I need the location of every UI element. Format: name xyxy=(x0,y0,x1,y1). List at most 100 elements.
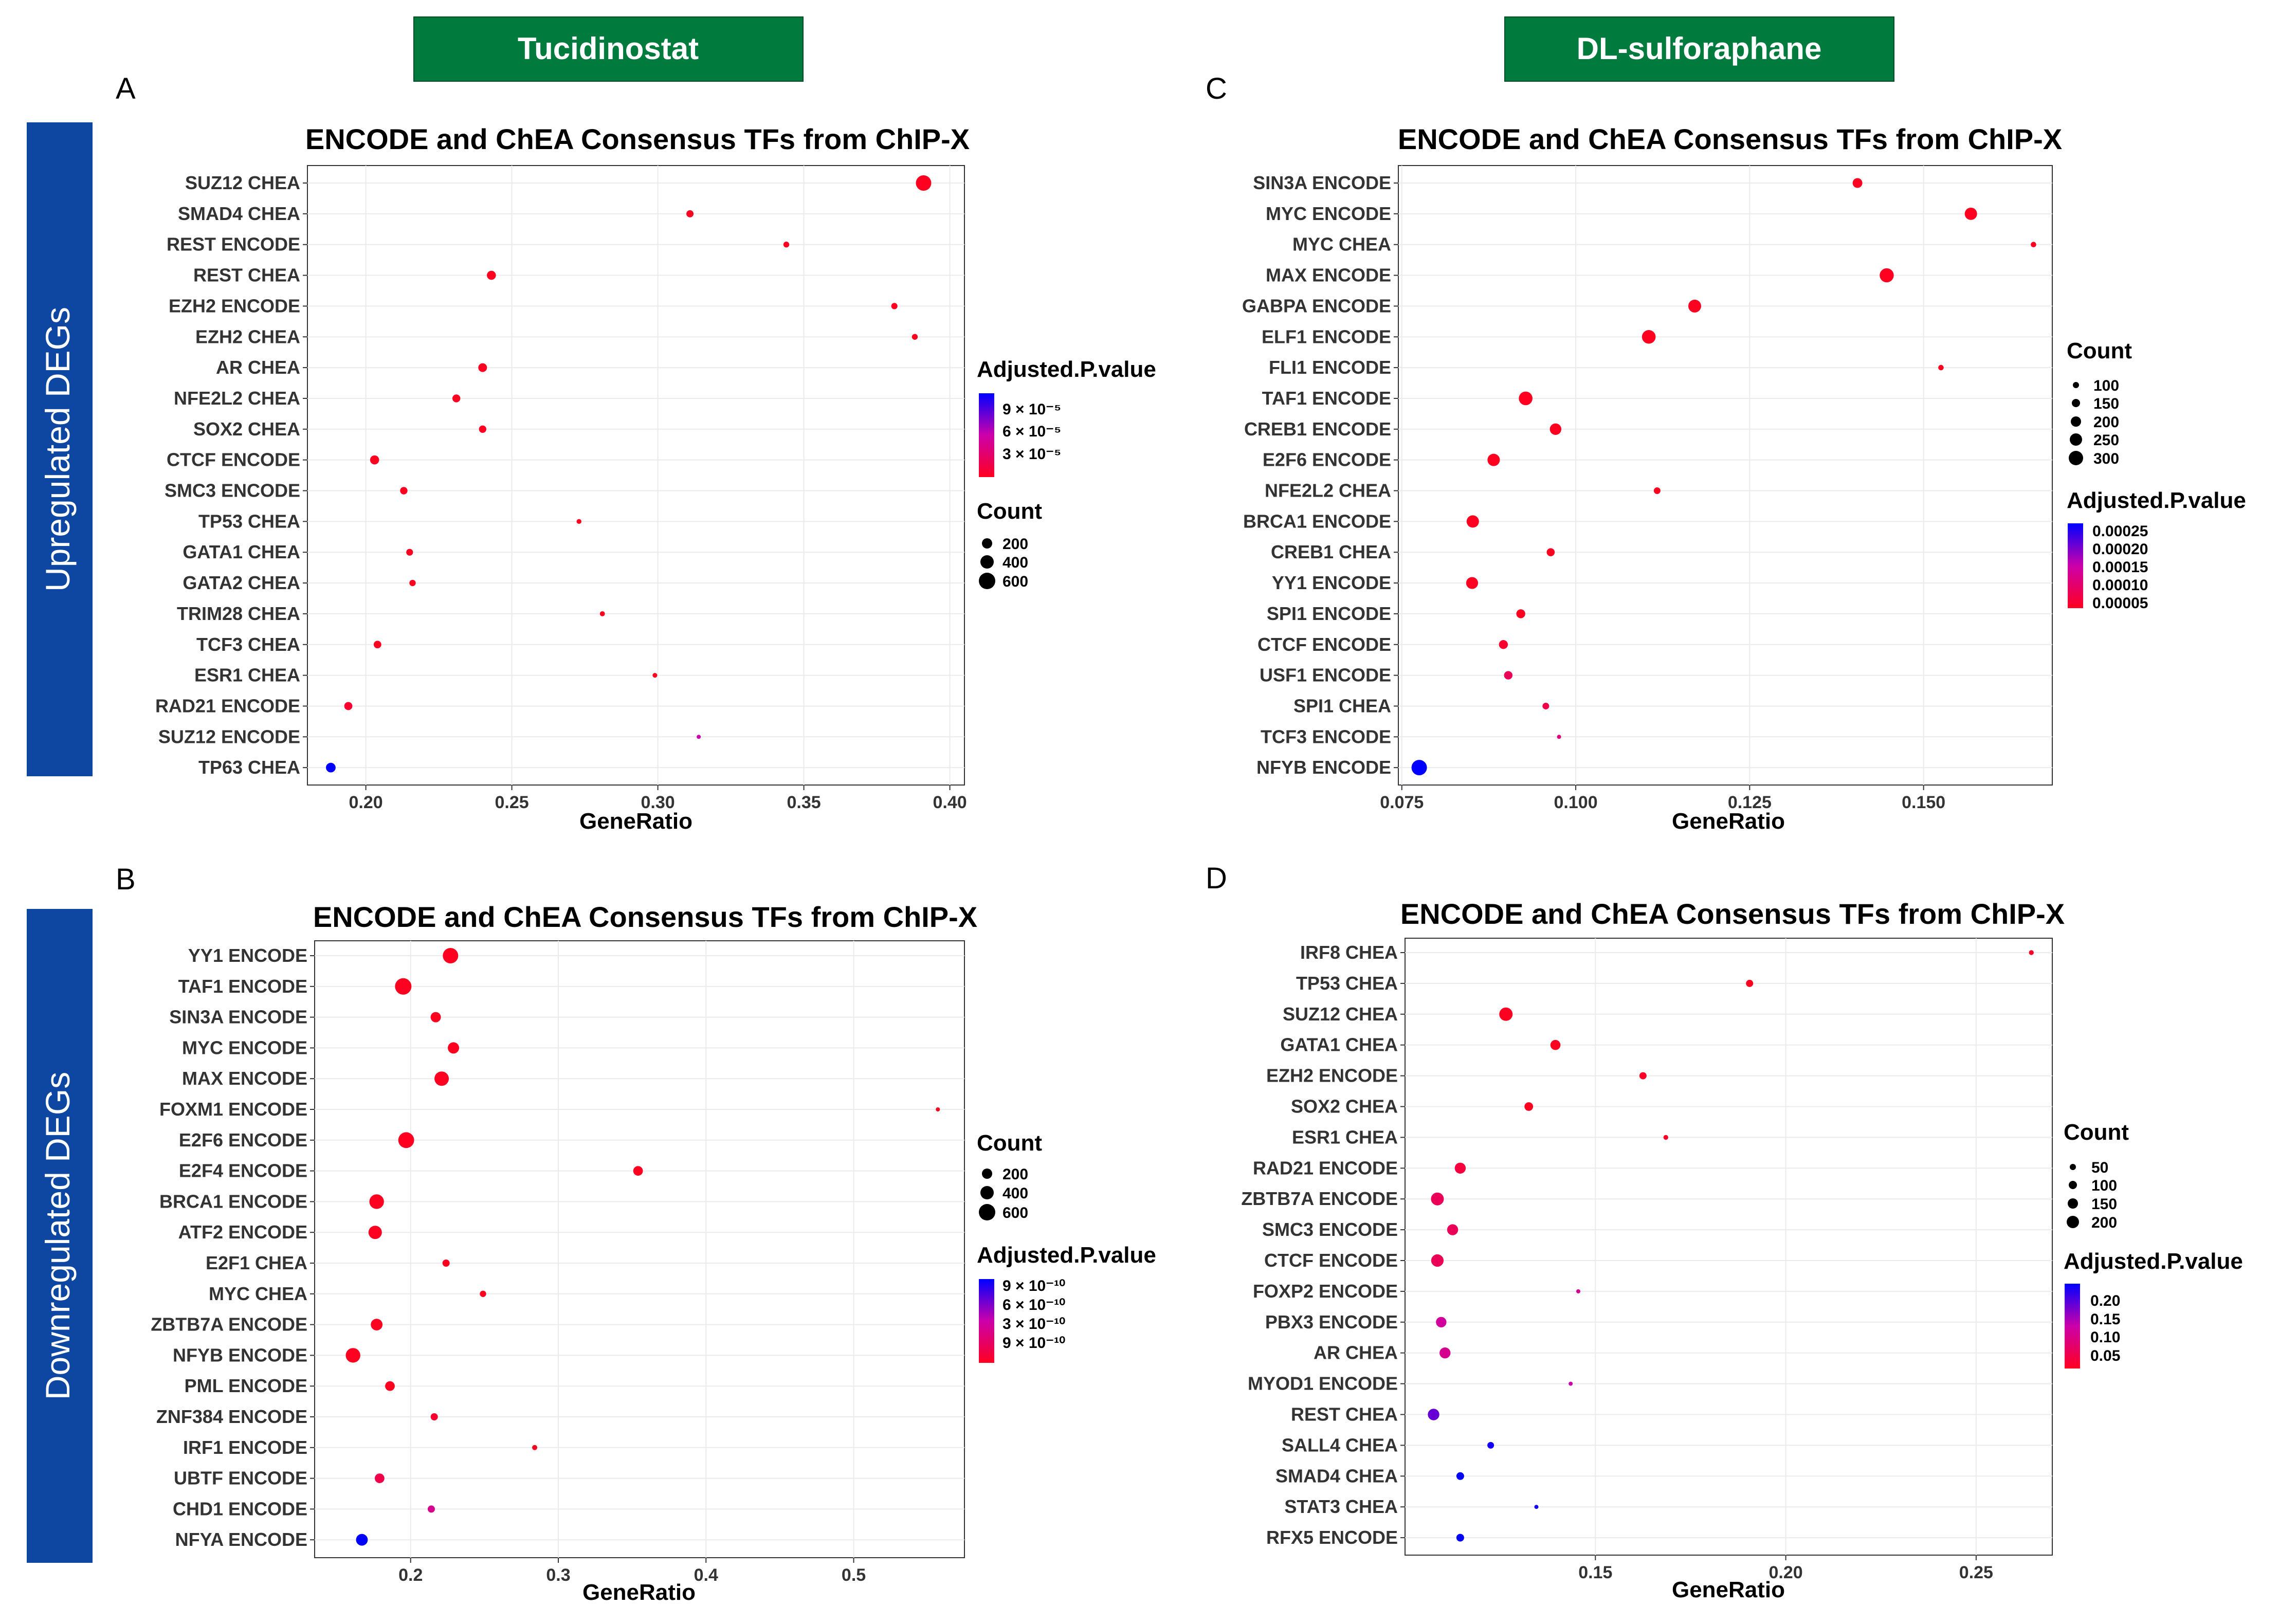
header-right-text: DL-sulforaphane xyxy=(1577,31,1822,66)
panel-b-term-label: ZNF384 ENCODE xyxy=(156,1406,307,1427)
panel-a-size-label-1: 200 xyxy=(1002,536,1028,553)
panel-c-dots xyxy=(1411,178,2036,776)
panel-c-point xyxy=(1938,364,1944,371)
panel-d-term-label: SALL4 CHEA xyxy=(1282,1434,1398,1455)
panel-a-point xyxy=(344,702,353,710)
panel-d-grid xyxy=(1405,938,2053,1556)
panel-a-term-label: SMC3 ENCODE xyxy=(165,480,300,501)
panel-b-grid xyxy=(314,940,965,1558)
panel-a-xtick-label: 0.20 xyxy=(349,793,383,812)
panel-d-term-label: MYOD1 ENCODE xyxy=(1248,1373,1398,1394)
panel-b-point xyxy=(345,1348,360,1363)
panel-c-size-label-5: 300 xyxy=(2093,450,2119,467)
panel-d-point xyxy=(1569,1381,1573,1386)
panel-d-term-label: EZH2 ENCODE xyxy=(1266,1065,1398,1086)
panel-d-term-label: PBX3 ENCODE xyxy=(1265,1311,1398,1333)
panel-c-xtick-label: 0.150 xyxy=(1902,793,1945,812)
panel-b-term-label: SIN3A ENCODE xyxy=(169,1007,307,1028)
panel-a-point xyxy=(916,175,932,191)
panel-c-term-label: MAX ENCODE xyxy=(1266,265,1391,286)
panel-d-term-label: AR CHEA xyxy=(1314,1342,1398,1363)
panel-a-term-label: SMAD4 CHEA xyxy=(178,203,300,224)
panel-b-legend: Count 200 400 600 Adjusted.P.value 9 × 1… xyxy=(977,1130,1156,1363)
panel-d-point xyxy=(1439,1347,1451,1359)
panel-c-size-key-2 xyxy=(2072,399,2080,407)
panel-c-xtick-label: 0.100 xyxy=(1554,793,1598,812)
panel-b-point xyxy=(385,1381,395,1391)
header-left-text: Tucidinostat xyxy=(518,31,699,66)
panel-c-term-label: CTCF ENCODE xyxy=(1257,634,1391,655)
panel-c-point xyxy=(1516,609,1525,618)
panel-c-size-label-2: 150 xyxy=(2093,395,2119,412)
panel-c-term-label: NFE2L2 CHEA xyxy=(1265,480,1391,501)
panel-b-term-label: IRF1 ENCODE xyxy=(183,1437,307,1458)
panel-b-term-label: MYC ENCODE xyxy=(182,1037,307,1058)
panel-d-xtick-label: 0.15 xyxy=(1578,1563,1612,1582)
panel-b-term-label: E2F4 ENCODE xyxy=(179,1160,307,1181)
panel-b-point xyxy=(371,1319,383,1331)
panel-letter-d: D xyxy=(1206,862,1227,895)
panel-b-point xyxy=(480,1290,486,1297)
panel-a-point xyxy=(406,549,413,556)
panel-a-dots xyxy=(326,175,932,773)
panel-c-term-label: GABPA ENCODE xyxy=(1242,295,1391,316)
panel-b-size-label-2: 400 xyxy=(1002,1185,1028,1202)
panel-a-size-label-3: 600 xyxy=(1002,573,1028,590)
panel-b-size-key-1 xyxy=(982,1169,992,1179)
panel-a-term-label: SOX2 CHEA xyxy=(193,418,300,440)
panel-a-term-label: TRIM28 CHEA xyxy=(177,603,300,624)
panel-b-term-label: CHD1 ENCODE xyxy=(173,1498,307,1519)
panel-a-point xyxy=(409,579,416,587)
panel-d-dots xyxy=(1428,950,2034,1542)
panel-d-term-label: REST CHEA xyxy=(1291,1404,1398,1425)
panel-d-term-label: RAD21 ENCODE xyxy=(1253,1157,1398,1178)
panel-a-term-label: REST CHEA xyxy=(193,265,300,286)
panel-c-point xyxy=(1519,391,1533,406)
panel-b-term-label: FOXM1 ENCODE xyxy=(159,1099,307,1120)
panel-b-point xyxy=(434,1071,449,1086)
panel-d-size-legend-title: Count xyxy=(2064,1120,2129,1145)
row-label-bottom-box xyxy=(27,909,93,1563)
panel-b-term-label: YY1 ENCODE xyxy=(188,945,307,966)
panel-c-point xyxy=(1499,640,1508,649)
panel-b-point xyxy=(398,1132,414,1148)
panel-c-color-label-2: 0.00020 xyxy=(2092,541,2148,558)
panel-a-point xyxy=(373,641,381,649)
panel-b-size-label-1: 200 xyxy=(1002,1166,1028,1183)
panel-c-xlabel: GeneRatio xyxy=(1672,809,1785,834)
panel-b-point xyxy=(430,1012,441,1023)
panel-a-point xyxy=(487,270,496,280)
panel-a-point xyxy=(326,762,336,773)
panel-a-xtick-label: 0.35 xyxy=(787,793,821,812)
panel-b-term-label: BRCA1 ENCODE xyxy=(159,1191,307,1212)
panel-d-xlabel: GeneRatio xyxy=(1672,1577,1785,1602)
panel-b-point xyxy=(448,1042,460,1054)
panel-b-point xyxy=(375,1473,385,1484)
panel-a-size-key-3 xyxy=(979,573,995,589)
panel-b-term-label: NFYB ENCODE xyxy=(173,1344,307,1365)
panel-c-point xyxy=(1688,299,1701,313)
panel-a-term-label: REST ENCODE xyxy=(167,234,300,255)
panel-b-color-label-1: 9 × 10⁻¹⁰ xyxy=(1002,1278,1065,1294)
panel-b-point xyxy=(427,1505,435,1513)
panel-a: ENCODE and ChEA Consensus TFs from ChIP-… xyxy=(155,123,1156,834)
panel-b-dots xyxy=(345,948,940,1546)
header-right-box xyxy=(1504,16,1894,82)
panel-d-term-label: SMAD4 CHEA xyxy=(1275,1465,1398,1486)
panel-d-point xyxy=(1746,979,1754,987)
panel-c-term-label: ELF1 ENCODE xyxy=(1262,326,1391,347)
panel-a-term-label: EZH2 ENCODE xyxy=(169,295,300,316)
panel-c-point xyxy=(1880,268,1894,283)
panel-a-term-label: GATA1 CHEA xyxy=(183,541,300,562)
panel-a-term-label: CTCF ENCODE xyxy=(167,449,300,470)
panel-c-term-label: SPI1 ENCODE xyxy=(1267,603,1391,624)
panel-a-point xyxy=(370,455,379,465)
panel-d-color-label-3: 0.10 xyxy=(2090,1329,2120,1346)
panel-b: ENCODE and ChEA Consensus TFs from ChIP-… xyxy=(151,901,1156,1605)
panel-a-size-key-1 xyxy=(982,538,992,549)
panel-c-term-label: SIN3A ENCODE xyxy=(1253,172,1391,193)
panel-a-point xyxy=(686,210,694,217)
panel-a-xtick-label: 0.40 xyxy=(933,793,967,812)
panel-c-point xyxy=(1546,548,1555,556)
panel-d-legend: Count 50 100 150 200 Adjusted.P.value 0.… xyxy=(2064,1120,2243,1368)
